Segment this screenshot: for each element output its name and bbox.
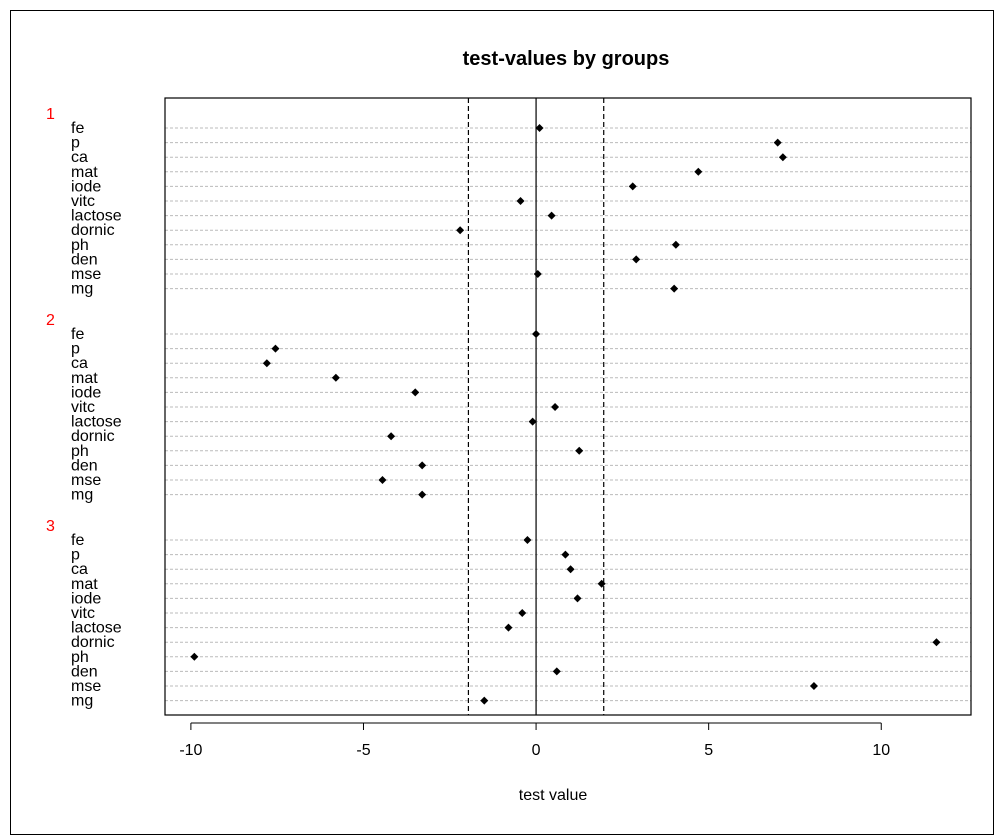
data-point: [809, 682, 818, 690]
row-label: mse: [71, 266, 101, 283]
data-point: [190, 652, 199, 661]
data-point: [516, 197, 525, 205]
row-label: mse: [71, 472, 101, 489]
row-label: ca: [71, 355, 88, 372]
data-point: [552, 667, 561, 676]
data-point: [533, 270, 542, 278]
row-label: lactose: [71, 414, 122, 431]
data-point: [671, 240, 680, 249]
row-label: mg: [71, 281, 93, 298]
row-label: mg: [71, 487, 93, 504]
group-label: 1: [46, 106, 55, 123]
data-point: [547, 211, 556, 220]
grid-lines: [165, 127, 971, 702]
data-point: [418, 461, 427, 470]
data-point: [378, 476, 387, 484]
chart-frame: test-values by groups -10 -5 0 5 10 1 fe p ca ma…: [10, 10, 994, 835]
row-label: p: [71, 135, 80, 152]
data-points: [190, 124, 941, 705]
row-label: lactose: [71, 208, 122, 225]
x-axis-label: test value: [519, 787, 588, 804]
row-label: mat: [71, 370, 98, 387]
row-label: fe: [71, 326, 84, 343]
data-point: [566, 565, 575, 574]
data-point: [573, 594, 582, 603]
data-point: [331, 373, 340, 382]
data-point: [932, 638, 941, 647]
x-axis: -10 -5 0 5 10: [179, 722, 890, 759]
data-point: [528, 417, 537, 426]
row-label: den: [71, 457, 98, 474]
data-point: [694, 167, 703, 176]
row-label: mat: [71, 164, 98, 181]
data-point: [670, 284, 679, 293]
data-point: [411, 388, 420, 397]
data-point: [456, 226, 465, 235]
row-label: iode: [71, 178, 101, 195]
row-label: dornic: [71, 634, 115, 651]
row-labels: 1fepcamatiodevitclactosedornicphdenmsemg…: [46, 106, 122, 710]
row-label: vitc: [71, 605, 95, 622]
data-point: [632, 255, 641, 264]
row-label: ca: [71, 149, 88, 166]
row-label: fe: [71, 532, 84, 549]
data-point: [778, 153, 787, 162]
row-label: vitc: [71, 399, 95, 416]
data-point: [262, 359, 271, 368]
row-label: iode: [71, 384, 101, 401]
row-label: iode: [71, 590, 101, 607]
data-point: [575, 446, 584, 455]
data-point: [551, 403, 560, 411]
row-label: ph: [71, 237, 89, 254]
row-label: ph: [71, 443, 89, 460]
x-tick-label: 5: [704, 742, 713, 759]
data-point: [518, 609, 527, 617]
plot-box: [164, 97, 972, 716]
row-label: ph: [71, 649, 89, 666]
group-label: 2: [46, 312, 55, 329]
row-label: vitc: [71, 193, 95, 210]
row-label: p: [71, 547, 80, 564]
x-tick-label: 0: [532, 742, 541, 759]
row-label: mse: [71, 678, 101, 695]
data-point: [480, 696, 489, 705]
data-point: [773, 138, 782, 147]
row-label: fe: [71, 120, 84, 137]
row-label: den: [71, 663, 98, 680]
data-point: [535, 124, 544, 132]
data-point: [504, 623, 513, 632]
data-point: [628, 182, 637, 191]
data-point: [523, 536, 532, 544]
chart-title: test-values by groups: [463, 48, 670, 70]
data-point: [387, 432, 396, 441]
row-label: dornic: [71, 428, 115, 445]
group-label: 3: [46, 518, 55, 535]
row-label: mat: [71, 576, 98, 593]
reference-lines: [467, 98, 605, 715]
data-point: [271, 344, 280, 353]
row-label: dornic: [71, 222, 115, 239]
row-label: den: [71, 251, 98, 268]
data-point: [418, 490, 427, 499]
chart-svg: test-values by groups -10 -5 0 5 10 1fepcama…: [46, 48, 972, 804]
row-label: p: [71, 341, 80, 358]
data-point: [561, 550, 570, 559]
x-tick-label: -5: [356, 742, 370, 759]
row-label: mg: [71, 693, 93, 710]
row-label: ca: [71, 561, 88, 578]
data-point: [532, 330, 541, 338]
data-point: [597, 579, 606, 588]
row-label: lactose: [71, 620, 122, 637]
x-tick-label: 10: [872, 742, 890, 759]
x-tick-label: -10: [179, 742, 202, 759]
